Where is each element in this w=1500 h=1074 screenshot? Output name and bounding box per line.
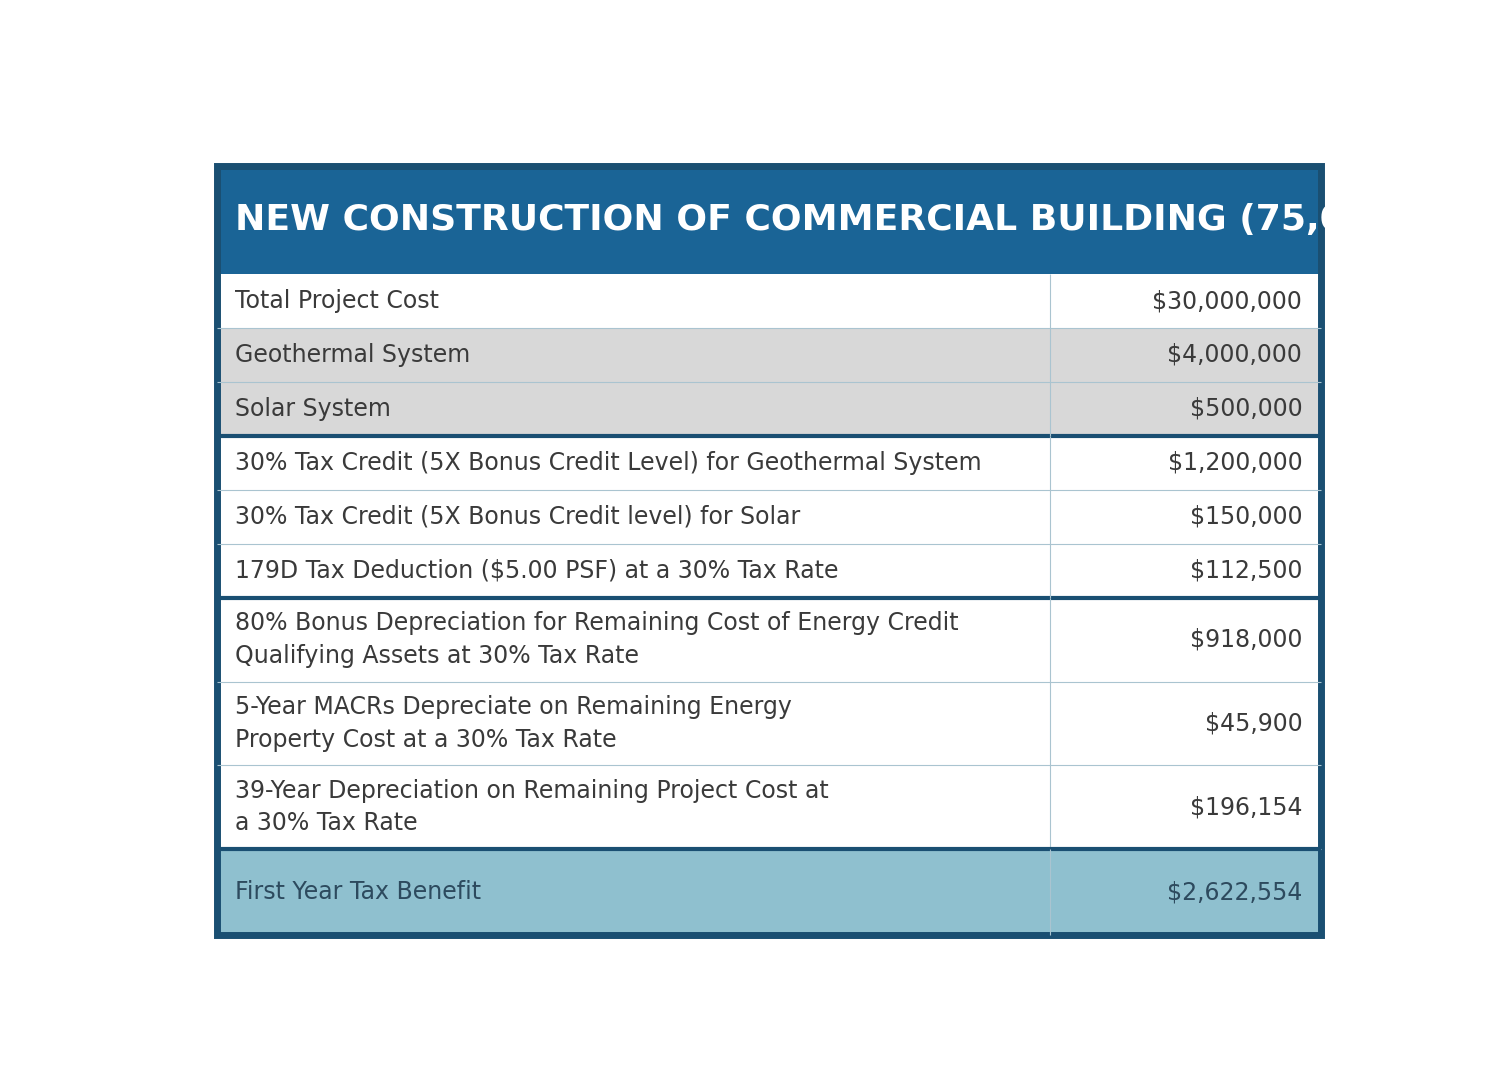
Text: Total Project Cost: Total Project Cost [236, 289, 440, 313]
Bar [216, 598, 1322, 682]
Bar [216, 382, 1322, 436]
Bar [216, 328, 1322, 382]
Text: 179D Tax Deduction ($5.00 PSF) at a 30% Tax Rate: 179D Tax Deduction ($5.00 PSF) at a 30% … [236, 558, 838, 583]
Bar [216, 848, 1322, 935]
Text: 5-Year MACRs Depreciate on Remaining Energy
Property Cost at a 30% Tax Rate: 5-Year MACRs Depreciate on Remaining Ene… [236, 695, 792, 752]
Bar [216, 543, 1322, 598]
Text: $2,622,554: $2,622,554 [1167, 880, 1302, 904]
Text: $150,000: $150,000 [1190, 505, 1302, 528]
Text: 80% Bonus Depreciation for Remaining Cost of Energy Credit
Qualifying Assets at : 80% Bonus Depreciation for Remaining Cos… [236, 611, 958, 668]
Bar [216, 490, 1322, 543]
Bar [216, 436, 1322, 490]
Text: $918,000: $918,000 [1190, 627, 1302, 652]
Text: 30% Tax Credit (5X Bonus Credit Level) for Geothermal System: 30% Tax Credit (5X Bonus Credit Level) f… [236, 451, 982, 475]
Text: 39-Year Depreciation on Remaining Project Cost at
a 30% Tax Rate: 39-Year Depreciation on Remaining Projec… [236, 779, 830, 836]
Text: NEW CONSTRUCTION OF COMMERCIAL BUILDING (75,000 SF): NEW CONSTRUCTION OF COMMERCIAL BUILDING … [236, 203, 1474, 237]
Bar [216, 274, 1322, 328]
Text: $45,900: $45,900 [1204, 711, 1302, 736]
Text: Solar System: Solar System [236, 397, 392, 421]
Bar [216, 765, 1322, 848]
Text: $196,154: $196,154 [1190, 795, 1302, 819]
Bar [216, 166, 1322, 274]
Text: First Year Tax Benefit: First Year Tax Benefit [236, 880, 482, 904]
Text: 30% Tax Credit (5X Bonus Credit level) for Solar: 30% Tax Credit (5X Bonus Credit level) f… [236, 505, 801, 528]
Text: $1,200,000: $1,200,000 [1167, 451, 1302, 475]
Text: $500,000: $500,000 [1190, 397, 1302, 421]
Text: $30,000,000: $30,000,000 [1152, 289, 1302, 313]
Text: Geothermal System: Geothermal System [236, 343, 471, 367]
Bar [216, 682, 1322, 765]
Text: $112,500: $112,500 [1190, 558, 1302, 583]
Text: $4,000,000: $4,000,000 [1167, 343, 1302, 367]
